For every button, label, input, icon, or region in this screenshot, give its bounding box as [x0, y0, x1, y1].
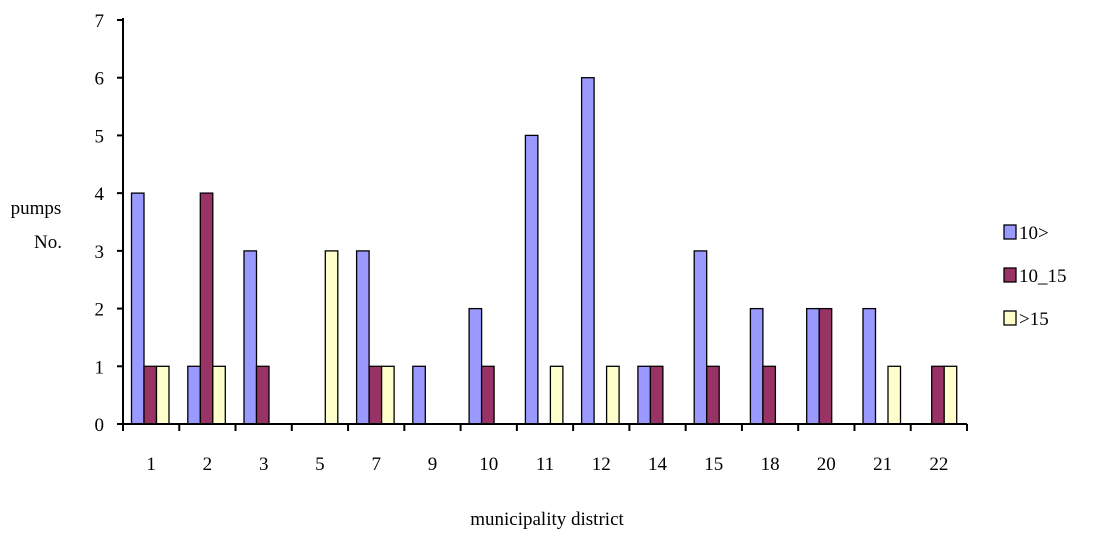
x-tick-label: 18: [761, 454, 780, 475]
y-axis-title-line2: No.: [34, 232, 62, 253]
bar->15-21: [887, 365, 902, 425]
bar->15-22: [943, 365, 958, 425]
y-axis-title-line1: pumps: [11, 198, 62, 219]
bar-10_15-22: [931, 365, 945, 425]
legend: 10> 10_15 >15: [1003, 223, 1067, 330]
y-tick-label: 6: [95, 69, 105, 90]
bar-10>-7: [355, 250, 370, 425]
x-tick-label: 1: [146, 454, 156, 475]
bar->15-5: [324, 250, 339, 425]
x-tick-label: 10: [479, 454, 498, 475]
x-tick-label: 15: [704, 454, 723, 475]
y-tick-label: 1: [95, 357, 105, 378]
bar-10>-3: [243, 250, 258, 425]
bar-10>-11: [524, 134, 539, 425]
bar->15-11: [549, 365, 564, 425]
bar-10>-15: [693, 250, 708, 425]
legend-swatch: [1003, 310, 1017, 326]
y-tick-label: 4: [95, 184, 105, 205]
bar-10>-9: [412, 365, 426, 425]
bars-layer: [130, 77, 958, 425]
y-tick-label: 0: [95, 415, 105, 436]
bar-10_15-2: [199, 192, 214, 425]
bar->15-12: [605, 365, 620, 425]
x-axis-title: municipality district: [470, 509, 624, 530]
bar-10_15-18: [762, 365, 777, 425]
bar-10>-1: [130, 192, 145, 425]
bar-10_15-14: [649, 365, 664, 425]
legend-swatch: [1003, 267, 1017, 283]
bar->15-1: [155, 365, 170, 425]
bar-10>-10: [468, 307, 483, 425]
bar-10_15-15: [706, 365, 720, 425]
legend-label: >15: [1019, 309, 1049, 330]
y-tick-label: 7: [95, 11, 105, 32]
x-tick-label: 5: [315, 454, 325, 475]
legend-label: 10>: [1019, 223, 1049, 244]
x-tick-label: 12: [592, 454, 611, 475]
x-tick-label: 14: [648, 454, 668, 475]
bar-10_15-10: [480, 365, 495, 425]
bar-10_15-7: [368, 365, 383, 425]
bar-10>-21: [862, 307, 877, 425]
x-tick-label: 7: [371, 454, 381, 475]
y-tick-label: 3: [95, 242, 105, 263]
y-tick-label: 5: [95, 126, 105, 147]
legend-swatch: [1003, 224, 1017, 240]
y-tick-label: 2: [95, 300, 105, 321]
bar-10_15-20: [818, 307, 833, 425]
x-tick-label: 3: [259, 454, 269, 475]
x-tick-label: 9: [428, 454, 438, 475]
legend-label: 10_15: [1019, 266, 1067, 287]
axes-layer: [117, 18, 968, 431]
bar-10>-18: [749, 307, 764, 425]
x-tick-label: 11: [536, 454, 554, 475]
bar->15-7: [380, 365, 395, 425]
x-tick-label: 20: [817, 454, 836, 475]
bar-10>-14: [637, 365, 652, 425]
x-tick-label: 2: [203, 454, 213, 475]
bar->15-2: [212, 365, 226, 425]
bar-10>-20: [806, 307, 820, 425]
bar-10_15-3: [255, 365, 270, 425]
bar-10>-2: [187, 365, 201, 425]
x-tick-label: 22: [929, 454, 948, 475]
bar-10_15-1: [143, 365, 158, 425]
bar-10>-12: [580, 77, 595, 425]
x-tick-label: 21: [873, 454, 892, 475]
